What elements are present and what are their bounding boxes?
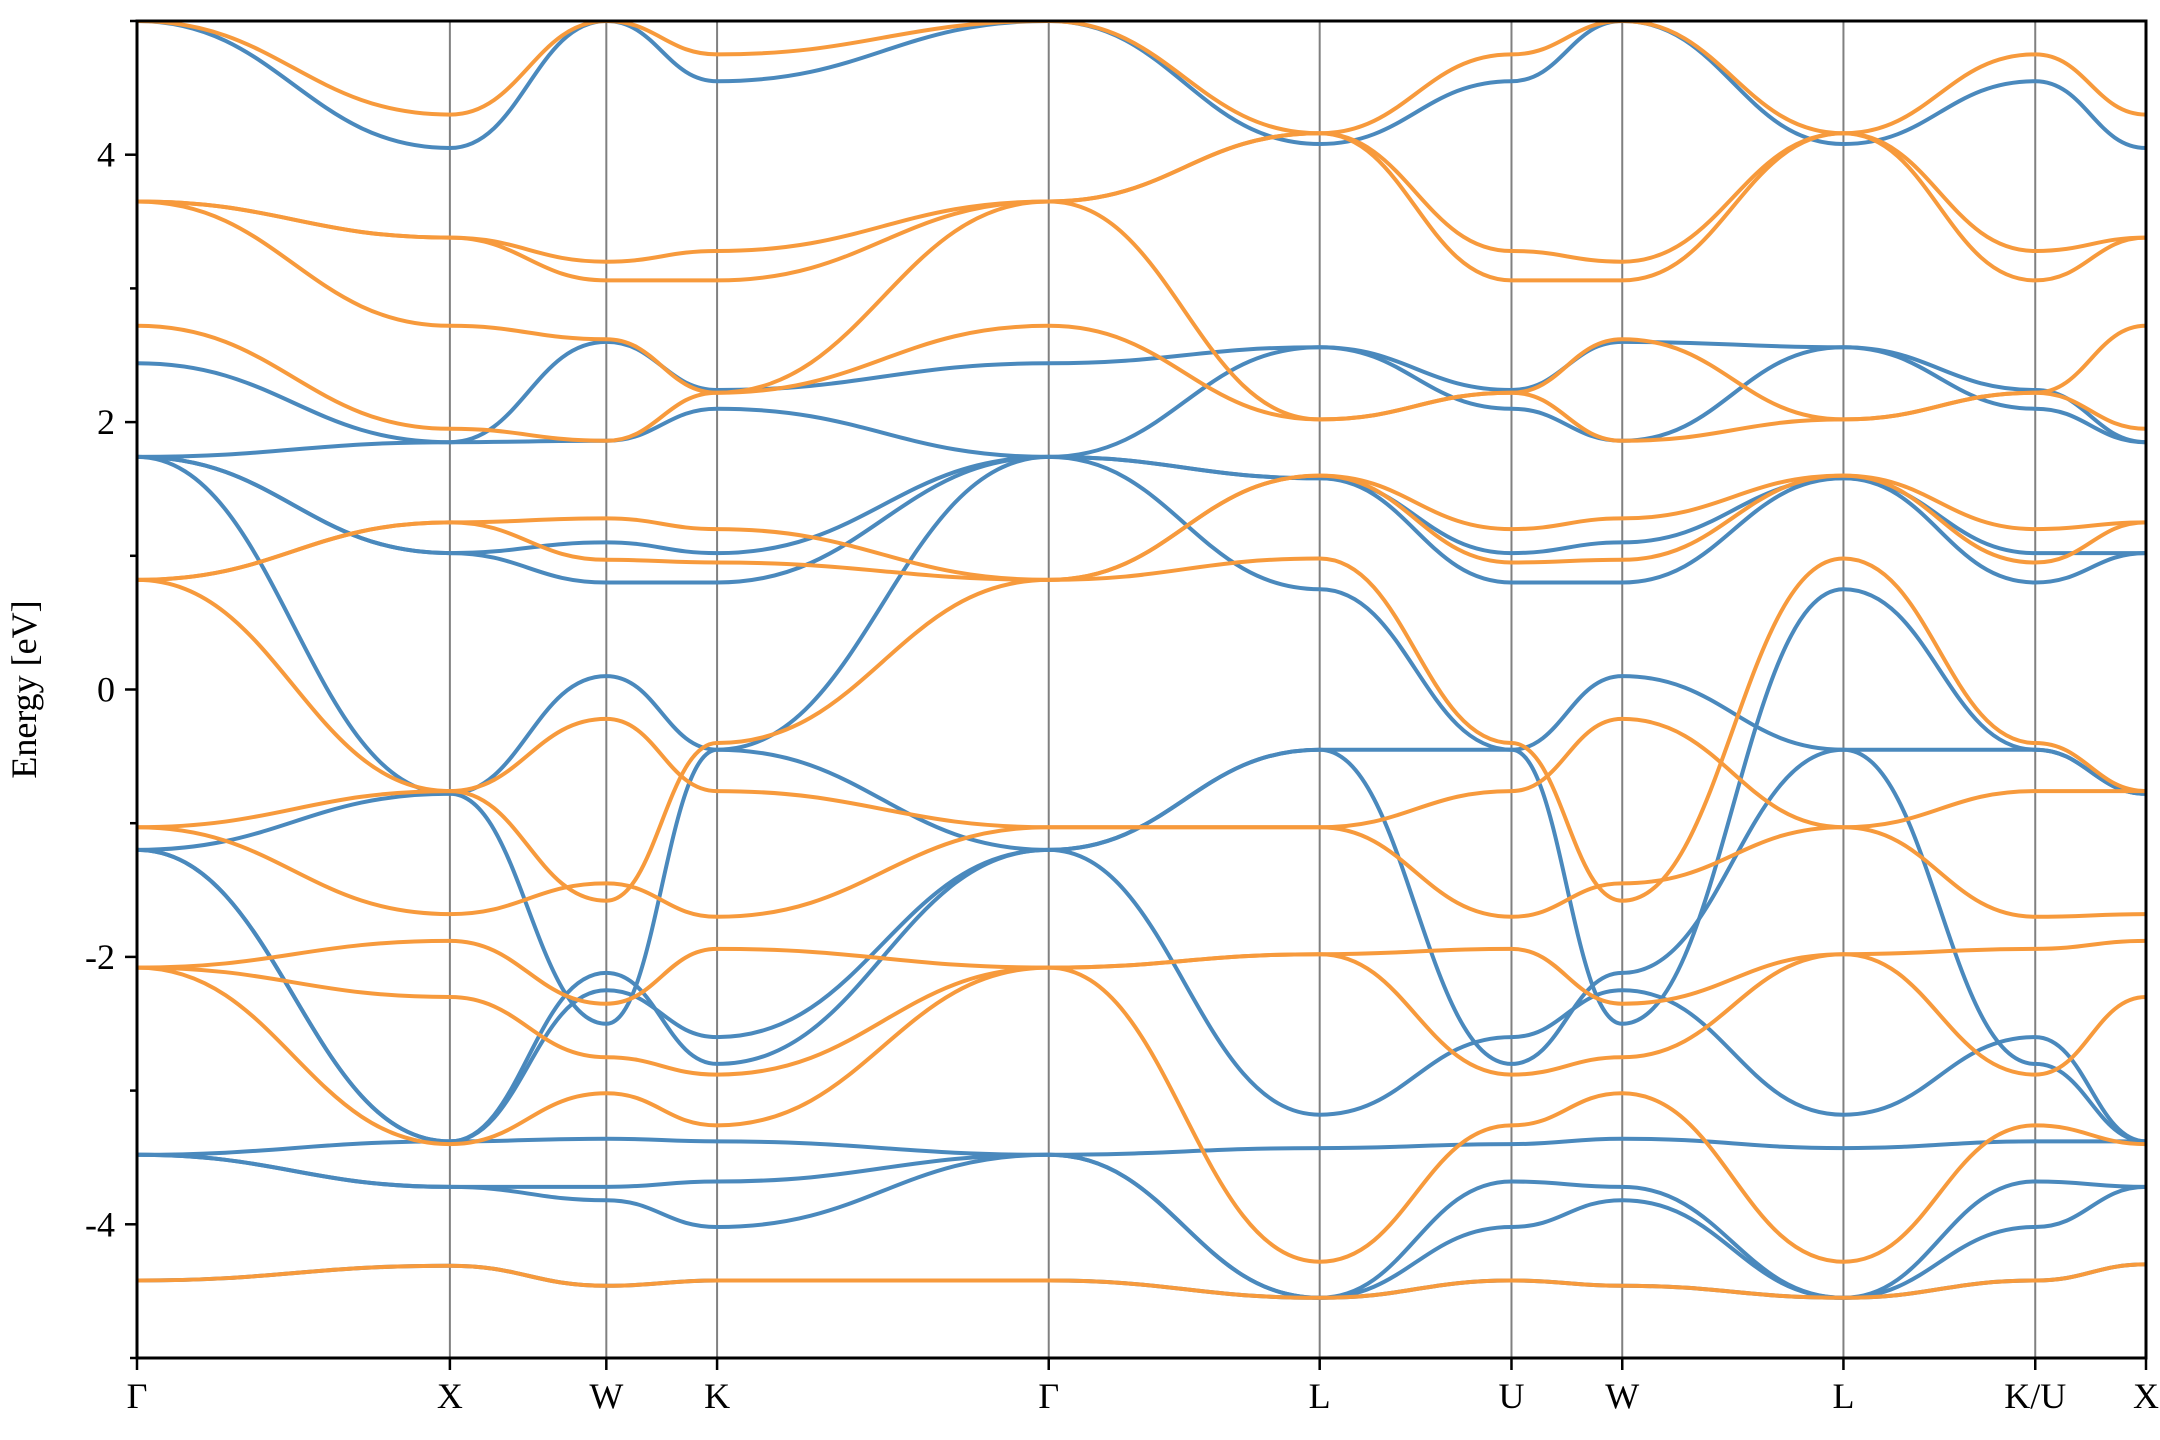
y-tick-label: -4 [85,1204,115,1244]
band-line [137,21,2146,136]
band-line [137,1262,2146,1300]
y-axis-ticks: -4 -2 0 2 4 [85,19,137,1360]
plot-frame [135,19,2148,1360]
x-tick-label: X [437,1376,463,1416]
band-line [137,454,2146,556]
band-line [137,674,2146,852]
band-line [137,1152,2146,1300]
x-tick-label: K/U [2004,1376,2066,1416]
x-tick-label: L [1309,1376,1331,1416]
y-axis-label: Energy [eV] [4,600,44,778]
y-tick-label: 2 [97,402,115,442]
x-tick-label: U [1498,1376,1524,1416]
band-series [137,21,2146,1300]
band-line [137,952,2146,1077]
band-line [137,473,2146,582]
band-line [137,473,2146,582]
x-tick-label: W [1605,1376,1639,1416]
band-line [137,199,2146,422]
x-tick-label: Γ [127,1376,148,1416]
band-line [137,131,2146,264]
x-tick-label: K [704,1376,730,1416]
band-line [137,825,2146,919]
x-tick-label: X [2133,1376,2159,1416]
band-line [137,965,2146,1264]
y-tick-label: 4 [97,135,115,175]
band-line [137,323,2146,443]
band-line [137,1152,2146,1300]
y-tick-label: -2 [85,937,115,977]
band-line [137,716,2146,830]
band-line [137,938,2146,1006]
band-line [137,21,2146,150]
band-line [137,747,2146,1144]
x-tick-label: Γ [1038,1376,1059,1416]
band-line [137,847,2146,1144]
band-line [137,1262,2146,1300]
band-line [137,131,2146,283]
band-line [137,454,2146,1026]
x-axis-ticks: Γ X W K Γ L U W L K/U X [127,1358,2159,1416]
band-line [137,1136,2146,1157]
x-tick-label: L [1832,1376,1854,1416]
series-2 [137,21,2146,1300]
series-1 [137,21,2146,1300]
y-tick-label: 0 [97,670,115,710]
x-tick-label: W [589,1376,623,1416]
band-line [137,556,2146,903]
band-line [137,339,2146,445]
kpoint-gridlines [448,21,2037,1358]
